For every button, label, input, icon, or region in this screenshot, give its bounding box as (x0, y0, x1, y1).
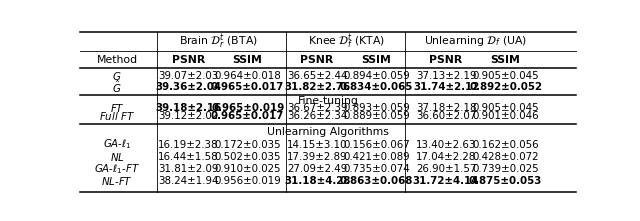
Text: 16.44±1.58: 16.44±1.58 (158, 152, 218, 162)
Text: 0.965±0.017: 0.965±0.017 (211, 111, 284, 121)
Text: 17.39±2.89: 17.39±2.89 (287, 152, 348, 162)
Text: $Full\ FT$: $Full\ FT$ (99, 110, 135, 122)
Text: $GA\text{-}\ell_1$: $GA\text{-}\ell_1$ (103, 138, 132, 151)
Text: 0.156±0.067: 0.156±0.067 (343, 139, 410, 150)
Text: SSIM: SSIM (233, 55, 262, 65)
Text: $G$: $G$ (113, 70, 122, 82)
Text: Brain $\mathcal{D}_r^t$ (BTA): Brain $\mathcal{D}_r^t$ (BTA) (179, 32, 257, 51)
Text: Fine-tuning: Fine-tuning (298, 96, 358, 106)
Text: 0.910±0.025: 0.910±0.025 (214, 164, 281, 174)
Text: 31.81±2.09: 31.81±2.09 (158, 164, 218, 174)
Text: Unlearning $\mathcal{D}_f$ (UA): Unlearning $\mathcal{D}_f$ (UA) (424, 34, 527, 48)
Text: 0.965±0.019: 0.965±0.019 (211, 103, 284, 113)
Text: 0.875±0.053: 0.875±0.053 (469, 176, 542, 186)
Text: 39.07±2.03: 39.07±2.03 (158, 71, 218, 81)
Text: 36.60±2.07: 36.60±2.07 (416, 111, 476, 121)
Text: 31.74±2.12: 31.74±2.12 (413, 82, 479, 92)
Text: 0.162±0.056: 0.162±0.056 (472, 139, 539, 150)
Text: $FT$: $FT$ (110, 103, 125, 114)
Text: 0.863±0.068: 0.863±0.068 (340, 176, 413, 186)
Text: 31.18±4.28: 31.18±4.28 (284, 176, 350, 186)
Text: $NL\text{-}FT$: $NL\text{-}FT$ (101, 175, 133, 187)
Text: 13.40±2.63: 13.40±2.63 (416, 139, 476, 150)
Text: 0.893±0.059: 0.893±0.059 (343, 103, 410, 113)
Text: 27.09±2.49: 27.09±2.49 (287, 164, 348, 174)
Text: $\hat{G}$: $\hat{G}$ (113, 79, 122, 95)
Text: 0.901±0.046: 0.901±0.046 (472, 111, 539, 121)
Text: Knee $\mathcal{D}_f^t$ (KTA): Knee $\mathcal{D}_f^t$ (KTA) (308, 32, 385, 51)
Text: SSIM: SSIM (491, 55, 520, 65)
Text: $GA\text{-}\ell_1\text{-}FT$: $GA\text{-}\ell_1\text{-}FT$ (94, 162, 140, 176)
Text: 36.65±2.44: 36.65±2.44 (287, 71, 348, 81)
Text: 39.36±2.04: 39.36±2.04 (155, 82, 221, 92)
Text: 0.956±0.019: 0.956±0.019 (214, 176, 281, 186)
Text: 17.04±2.28: 17.04±2.28 (416, 152, 476, 162)
Text: 0.965±0.017: 0.965±0.017 (211, 82, 284, 92)
Text: 38.24±1.94: 38.24±1.94 (158, 176, 218, 186)
Text: Unlearning Algorithms: Unlearning Algorithms (267, 128, 389, 137)
Text: PSNR: PSNR (172, 55, 205, 65)
Text: 14.15±3.10: 14.15±3.10 (287, 139, 348, 150)
Text: 0.894±0.059: 0.894±0.059 (343, 71, 410, 81)
Text: 0.889±0.059: 0.889±0.059 (343, 111, 410, 121)
Text: 0.428±0.072: 0.428±0.072 (472, 152, 539, 162)
Text: PSNR: PSNR (429, 55, 463, 65)
Text: 39.18±2.16: 39.18±2.16 (155, 103, 221, 113)
Text: 0.172±0.035: 0.172±0.035 (214, 139, 281, 150)
Text: 0.905±0.045: 0.905±0.045 (472, 103, 539, 113)
Text: 37.13±2.19: 37.13±2.19 (416, 71, 476, 81)
Text: 39.12±2.02: 39.12±2.02 (158, 111, 218, 121)
Text: 36.67±2.39: 36.67±2.39 (287, 103, 348, 113)
Text: 0.739±0.025: 0.739±0.025 (472, 164, 539, 174)
Text: 36.26±2.34: 36.26±2.34 (287, 111, 348, 121)
Text: 0.421±0.089: 0.421±0.089 (343, 152, 410, 162)
Text: 0.905±0.045: 0.905±0.045 (472, 71, 539, 81)
Text: $NL$: $NL$ (110, 151, 125, 163)
Text: 0.964±0.018: 0.964±0.018 (214, 71, 281, 81)
Text: 0.735±0.074: 0.735±0.074 (343, 164, 410, 174)
Text: 0.834±0.065: 0.834±0.065 (340, 82, 413, 92)
Text: 0.892±0.052: 0.892±0.052 (469, 82, 542, 92)
Text: 31.72±4.14: 31.72±4.14 (413, 176, 479, 186)
Text: 31.82±2.76: 31.82±2.76 (284, 82, 350, 92)
Text: 26.90±1.57: 26.90±1.57 (416, 164, 476, 174)
Text: 0.502±0.035: 0.502±0.035 (214, 152, 281, 162)
Text: 16.19±2.38: 16.19±2.38 (158, 139, 218, 150)
Text: Method: Method (97, 55, 138, 65)
Text: SSIM: SSIM (362, 55, 392, 65)
Text: 37.18±2.18: 37.18±2.18 (416, 103, 476, 113)
Text: PSNR: PSNR (300, 55, 333, 65)
